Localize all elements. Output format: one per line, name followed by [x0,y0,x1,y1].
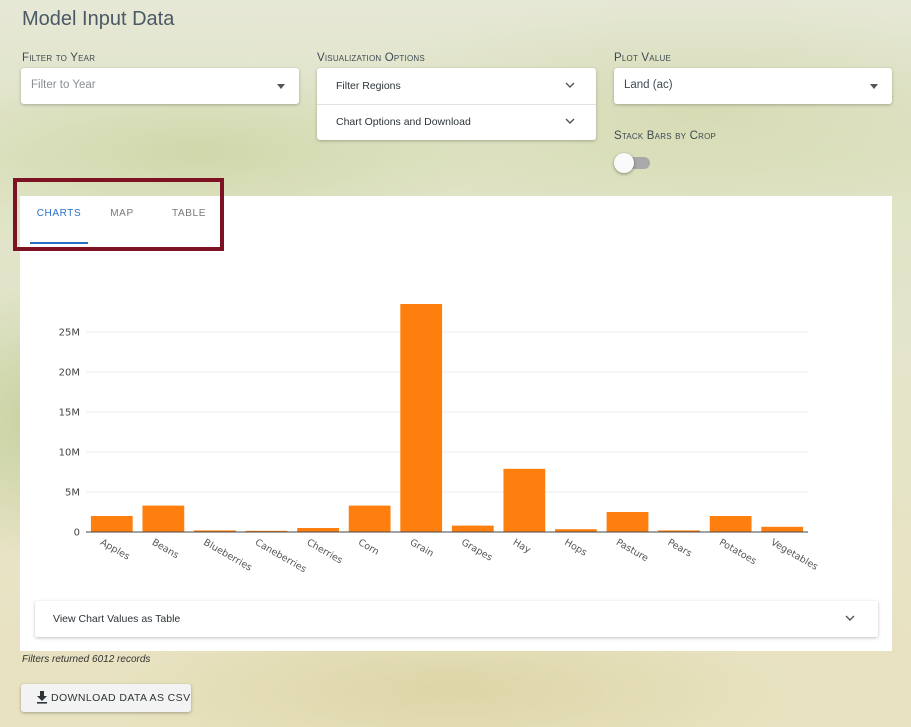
tab-table-label: TABLE [172,208,206,219]
chart-card: CHARTS MAP TABLE [20,196,892,651]
x-tick-label: Caneberries [253,537,308,575]
plot-value-label: Plot Value [614,52,671,64]
bar-grain[interactable] [400,304,443,532]
y-tick-label: 5M [65,488,80,499]
filter-regions-label: Filter Regions [336,80,401,92]
tab-map-label: MAP [110,208,134,219]
tab-map[interactable]: MAP [100,208,144,232]
visualization-options-accordion: Filter Regions Chart Options and Downloa… [317,68,596,140]
chart-x-ticks: Apples Beans Blueberries CaneberriesCherrie… [98,537,819,575]
accordion-divider [317,104,596,105]
tab-charts-label: CHARTS [36,208,82,219]
y-tick-label: 0 [74,528,80,539]
bar-corn[interactable] [348,505,391,532]
dropdown-arrow-icon [870,84,878,89]
bar-vegetables[interactable] [761,526,804,532]
x-tick-label: Grapes [459,537,494,564]
view-chart-table-label: View Chart Values as Table [53,613,181,625]
filter-year-label: Filter to Year [22,52,96,64]
download-csv-button[interactable]: DOWNLOAD DATA AS CSV [21,684,191,712]
bar-beans[interactable] [142,505,185,532]
chart-grid [86,331,808,533]
chart-options-label: Chart Options and Download [336,116,471,128]
tabs-highlight-box [13,178,224,251]
tab-charts[interactable]: CHARTS [30,208,88,244]
bar-blueberries[interactable] [194,530,236,532]
x-tick-label: Potatoes [717,537,758,567]
y-tick-label: 10M [59,448,80,459]
x-tick-label: Grain [408,537,436,559]
chart-y-ticks: 0 5M 10M 15M 20M 25M [59,328,80,539]
x-tick-label: Beans [150,537,181,561]
active-tab-indicator [30,242,88,244]
y-tick-label: 25M [59,328,80,339]
bar-hay[interactable] [503,468,546,532]
visualization-options-label: Visualization Options [317,52,425,64]
bar-apples[interactable] [90,516,133,532]
plot-value-select[interactable]: Land (ac) [614,68,892,104]
toggle-knob [614,153,634,173]
stack-bars-toggle[interactable] [614,152,652,174]
chart-options-row[interactable]: Chart Options and Download [317,104,596,140]
bar-pears[interactable] [658,530,700,532]
x-tick-label: Hops [562,537,588,559]
page-title: Model Input Data [22,8,175,30]
filter-regions-row[interactable]: Filter Regions [317,68,596,104]
bar-grapes[interactable] [451,525,494,532]
filter-year-placeholder: Filter to Year [31,79,96,91]
download-icon [37,691,47,704]
x-tick-label: Pasture [614,537,650,564]
chevron-down-icon [845,615,855,621]
x-tick-label: Pears [666,537,694,560]
chart-bars [90,304,804,532]
x-tick-label: Vegetables [769,537,820,573]
y-tick-label: 20M [59,368,80,379]
y-tick-label: 15M [59,408,80,419]
x-tick-label: Hay [511,537,533,556]
bar-hops[interactable] [555,529,597,532]
stack-bars-label: Stack Bars by Crop [614,130,717,142]
bar-potatoes[interactable] [709,516,752,532]
chevron-down-icon [565,82,575,88]
bar-cherries[interactable] [297,528,339,532]
bar-caneberries[interactable] [245,530,288,532]
x-tick-label: Cherries [305,537,345,566]
view-chart-table-toggle[interactable]: View Chart Values as Table [35,601,878,637]
tab-table[interactable]: TABLE [166,208,212,232]
x-tick-label: Corn [356,537,381,558]
records-count-text: Filters returned 6012 records [22,654,151,665]
plot-value-current: Land (ac) [624,79,673,91]
dropdown-arrow-icon [277,84,285,89]
bar-pasture[interactable] [606,512,649,532]
filter-year-select[interactable]: Filter to Year [21,68,299,104]
download-csv-label: DOWNLOAD DATA AS CSV [51,692,191,704]
x-tick-label: Apples [98,537,131,563]
x-tick-label: Blueberries [201,537,253,574]
chevron-down-icon [565,118,575,124]
